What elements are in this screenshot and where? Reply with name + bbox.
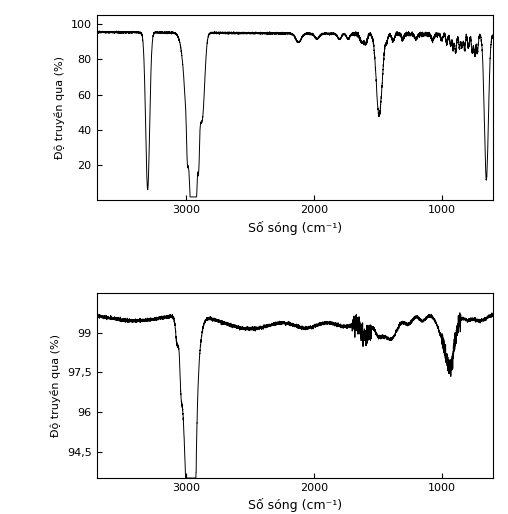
X-axis label: Số sóng (cm⁻¹): Số sóng (cm⁻¹) [247,499,342,512]
Y-axis label: Độ truyền qua (%): Độ truyền qua (%) [50,334,61,437]
Y-axis label: Độ truyền qua (%): Độ truyền qua (%) [54,57,65,159]
X-axis label: Số sóng (cm⁻¹): Số sóng (cm⁻¹) [247,221,342,235]
